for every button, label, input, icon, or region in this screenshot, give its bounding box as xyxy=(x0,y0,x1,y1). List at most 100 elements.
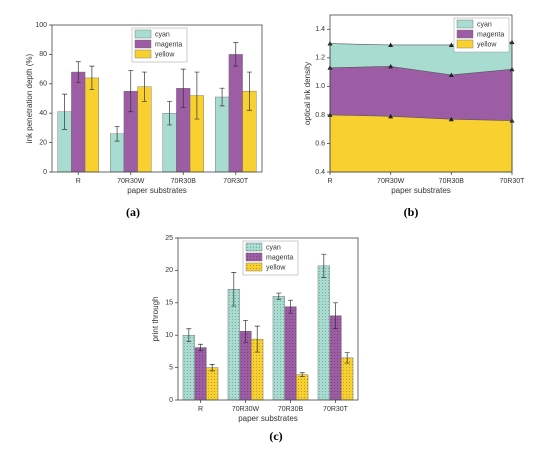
x-tick-label: R xyxy=(76,178,81,185)
panel-label: (c) xyxy=(269,429,282,443)
x-axis-label: paper substrates xyxy=(127,186,187,195)
error-bar xyxy=(186,328,192,343)
legend-label: cyan xyxy=(155,31,170,38)
error-bar xyxy=(254,325,260,353)
x-tick-label: R xyxy=(198,406,203,413)
legend-label: magenta xyxy=(477,31,504,38)
legend-swatch xyxy=(456,39,474,49)
y-tick-label: 0 xyxy=(169,397,173,404)
y-tick-label: 10 xyxy=(165,332,173,339)
legend-label: magenta xyxy=(155,41,182,48)
legend-label: yellow xyxy=(477,41,497,48)
bar xyxy=(71,71,86,173)
bar xyxy=(228,54,243,173)
y-axis-label: ink penetration depth (%) xyxy=(25,53,34,143)
bar-hatch xyxy=(272,296,285,400)
panel-label: (b) xyxy=(404,205,419,219)
legend-swatch xyxy=(134,39,152,49)
y-tick-label: 40 xyxy=(39,110,47,117)
error-bar xyxy=(233,42,239,67)
error-bar xyxy=(194,71,200,120)
marker xyxy=(448,72,454,77)
marker xyxy=(388,113,394,119)
error-bar xyxy=(299,372,305,378)
error-bar xyxy=(246,71,252,111)
y-tick-label: 0.4 xyxy=(315,169,325,176)
legend-swatch xyxy=(456,19,474,29)
y-tick-label: 25 xyxy=(165,235,173,242)
x-tick-label: R xyxy=(327,178,332,185)
area xyxy=(329,114,513,173)
legend-hatch xyxy=(246,253,262,261)
bar-hatch xyxy=(329,315,342,400)
bar xyxy=(215,96,230,173)
y-axis-label: optical ink density xyxy=(303,62,312,125)
bar-hatch xyxy=(284,306,297,400)
error-bar xyxy=(243,319,248,343)
y-axis-label: print through xyxy=(151,297,160,342)
error-bar xyxy=(141,71,147,102)
error-bar xyxy=(333,302,338,330)
error-bar xyxy=(62,93,68,130)
error-bar xyxy=(198,343,203,352)
y-tick-label: 1.2 xyxy=(315,55,325,62)
legend-label: yellow xyxy=(266,264,286,271)
bar-hatch xyxy=(206,367,219,400)
y-tick-label: 0 xyxy=(43,169,47,176)
marker xyxy=(388,42,394,47)
x-axis-label: paper substrates xyxy=(238,414,298,423)
bar-hatch xyxy=(239,331,252,400)
legend-hatch xyxy=(246,263,262,271)
error-bar xyxy=(231,271,237,307)
legend-swatch xyxy=(134,29,152,39)
x-tick-label: 70R30W xyxy=(377,178,405,185)
error-bar xyxy=(167,101,173,126)
marker xyxy=(448,42,454,47)
error-bar xyxy=(89,65,95,91)
error-bar xyxy=(180,68,186,108)
panel-label: (a) xyxy=(126,205,140,219)
error-bar xyxy=(114,126,120,142)
y-tick-label: 80 xyxy=(39,51,47,58)
error-bar xyxy=(288,299,293,314)
error-bar xyxy=(276,292,282,300)
error-bar xyxy=(75,61,81,83)
error-bar xyxy=(128,70,134,113)
legend-label: cyan xyxy=(266,244,281,251)
plot-frame xyxy=(329,14,513,173)
y-tick-label: 0.8 xyxy=(315,112,325,119)
bar-hatch xyxy=(227,289,240,400)
x-axis-label: paper substrates xyxy=(391,186,451,195)
y-tick-label: 20 xyxy=(39,139,47,146)
x-tick-label: 70R30W xyxy=(117,178,145,185)
y-tick-label: 15 xyxy=(165,300,173,307)
y-tick-label: 5 xyxy=(169,364,173,371)
error-bar xyxy=(209,364,215,372)
legend-swatch xyxy=(456,29,474,39)
error-bar xyxy=(344,352,350,364)
bar-hatch xyxy=(251,339,264,400)
bar-hatch xyxy=(296,374,309,400)
bar-hatch xyxy=(194,347,207,400)
x-tick-label: 70R30B xyxy=(439,178,465,185)
legend-label: magenta xyxy=(266,254,293,261)
error-bar xyxy=(219,87,225,107)
y-tick-label: 60 xyxy=(39,81,47,88)
x-tick-label: 70R30B xyxy=(171,178,197,185)
plot-frame xyxy=(51,24,263,173)
legend-label: yellow xyxy=(155,51,175,58)
plot-frame xyxy=(177,237,359,401)
x-tick-label: 70R30T xyxy=(500,178,526,185)
x-tick-label: 70R30W xyxy=(232,406,260,413)
y-tick-label: 20 xyxy=(165,267,173,274)
x-tick-label: 70R30T xyxy=(323,406,349,413)
marker xyxy=(448,116,454,122)
y-tick-label: 0.6 xyxy=(315,140,325,147)
bar-hatch xyxy=(182,335,195,400)
marker xyxy=(388,63,394,69)
y-tick-label: 1.4 xyxy=(315,26,325,33)
legend-label: cyan xyxy=(477,21,492,28)
x-tick-label: 70R30T xyxy=(223,178,249,185)
bar-hatch xyxy=(317,265,330,400)
